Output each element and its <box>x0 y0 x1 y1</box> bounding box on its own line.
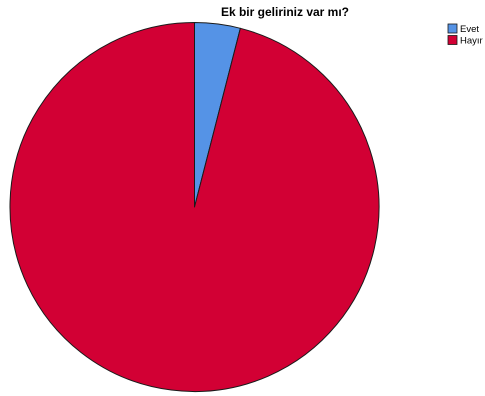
chart-title: Ek bir geliriniz var mı? <box>221 5 349 19</box>
pie-slice-hay-r <box>9 22 380 392</box>
legend-swatch-0 <box>447 23 458 34</box>
pie-slices <box>9 22 380 392</box>
legend-label-0: Evet <box>460 24 479 35</box>
legend-swatch-1 <box>447 35 458 45</box>
legend-label-1: Hayır <box>460 36 483 47</box>
